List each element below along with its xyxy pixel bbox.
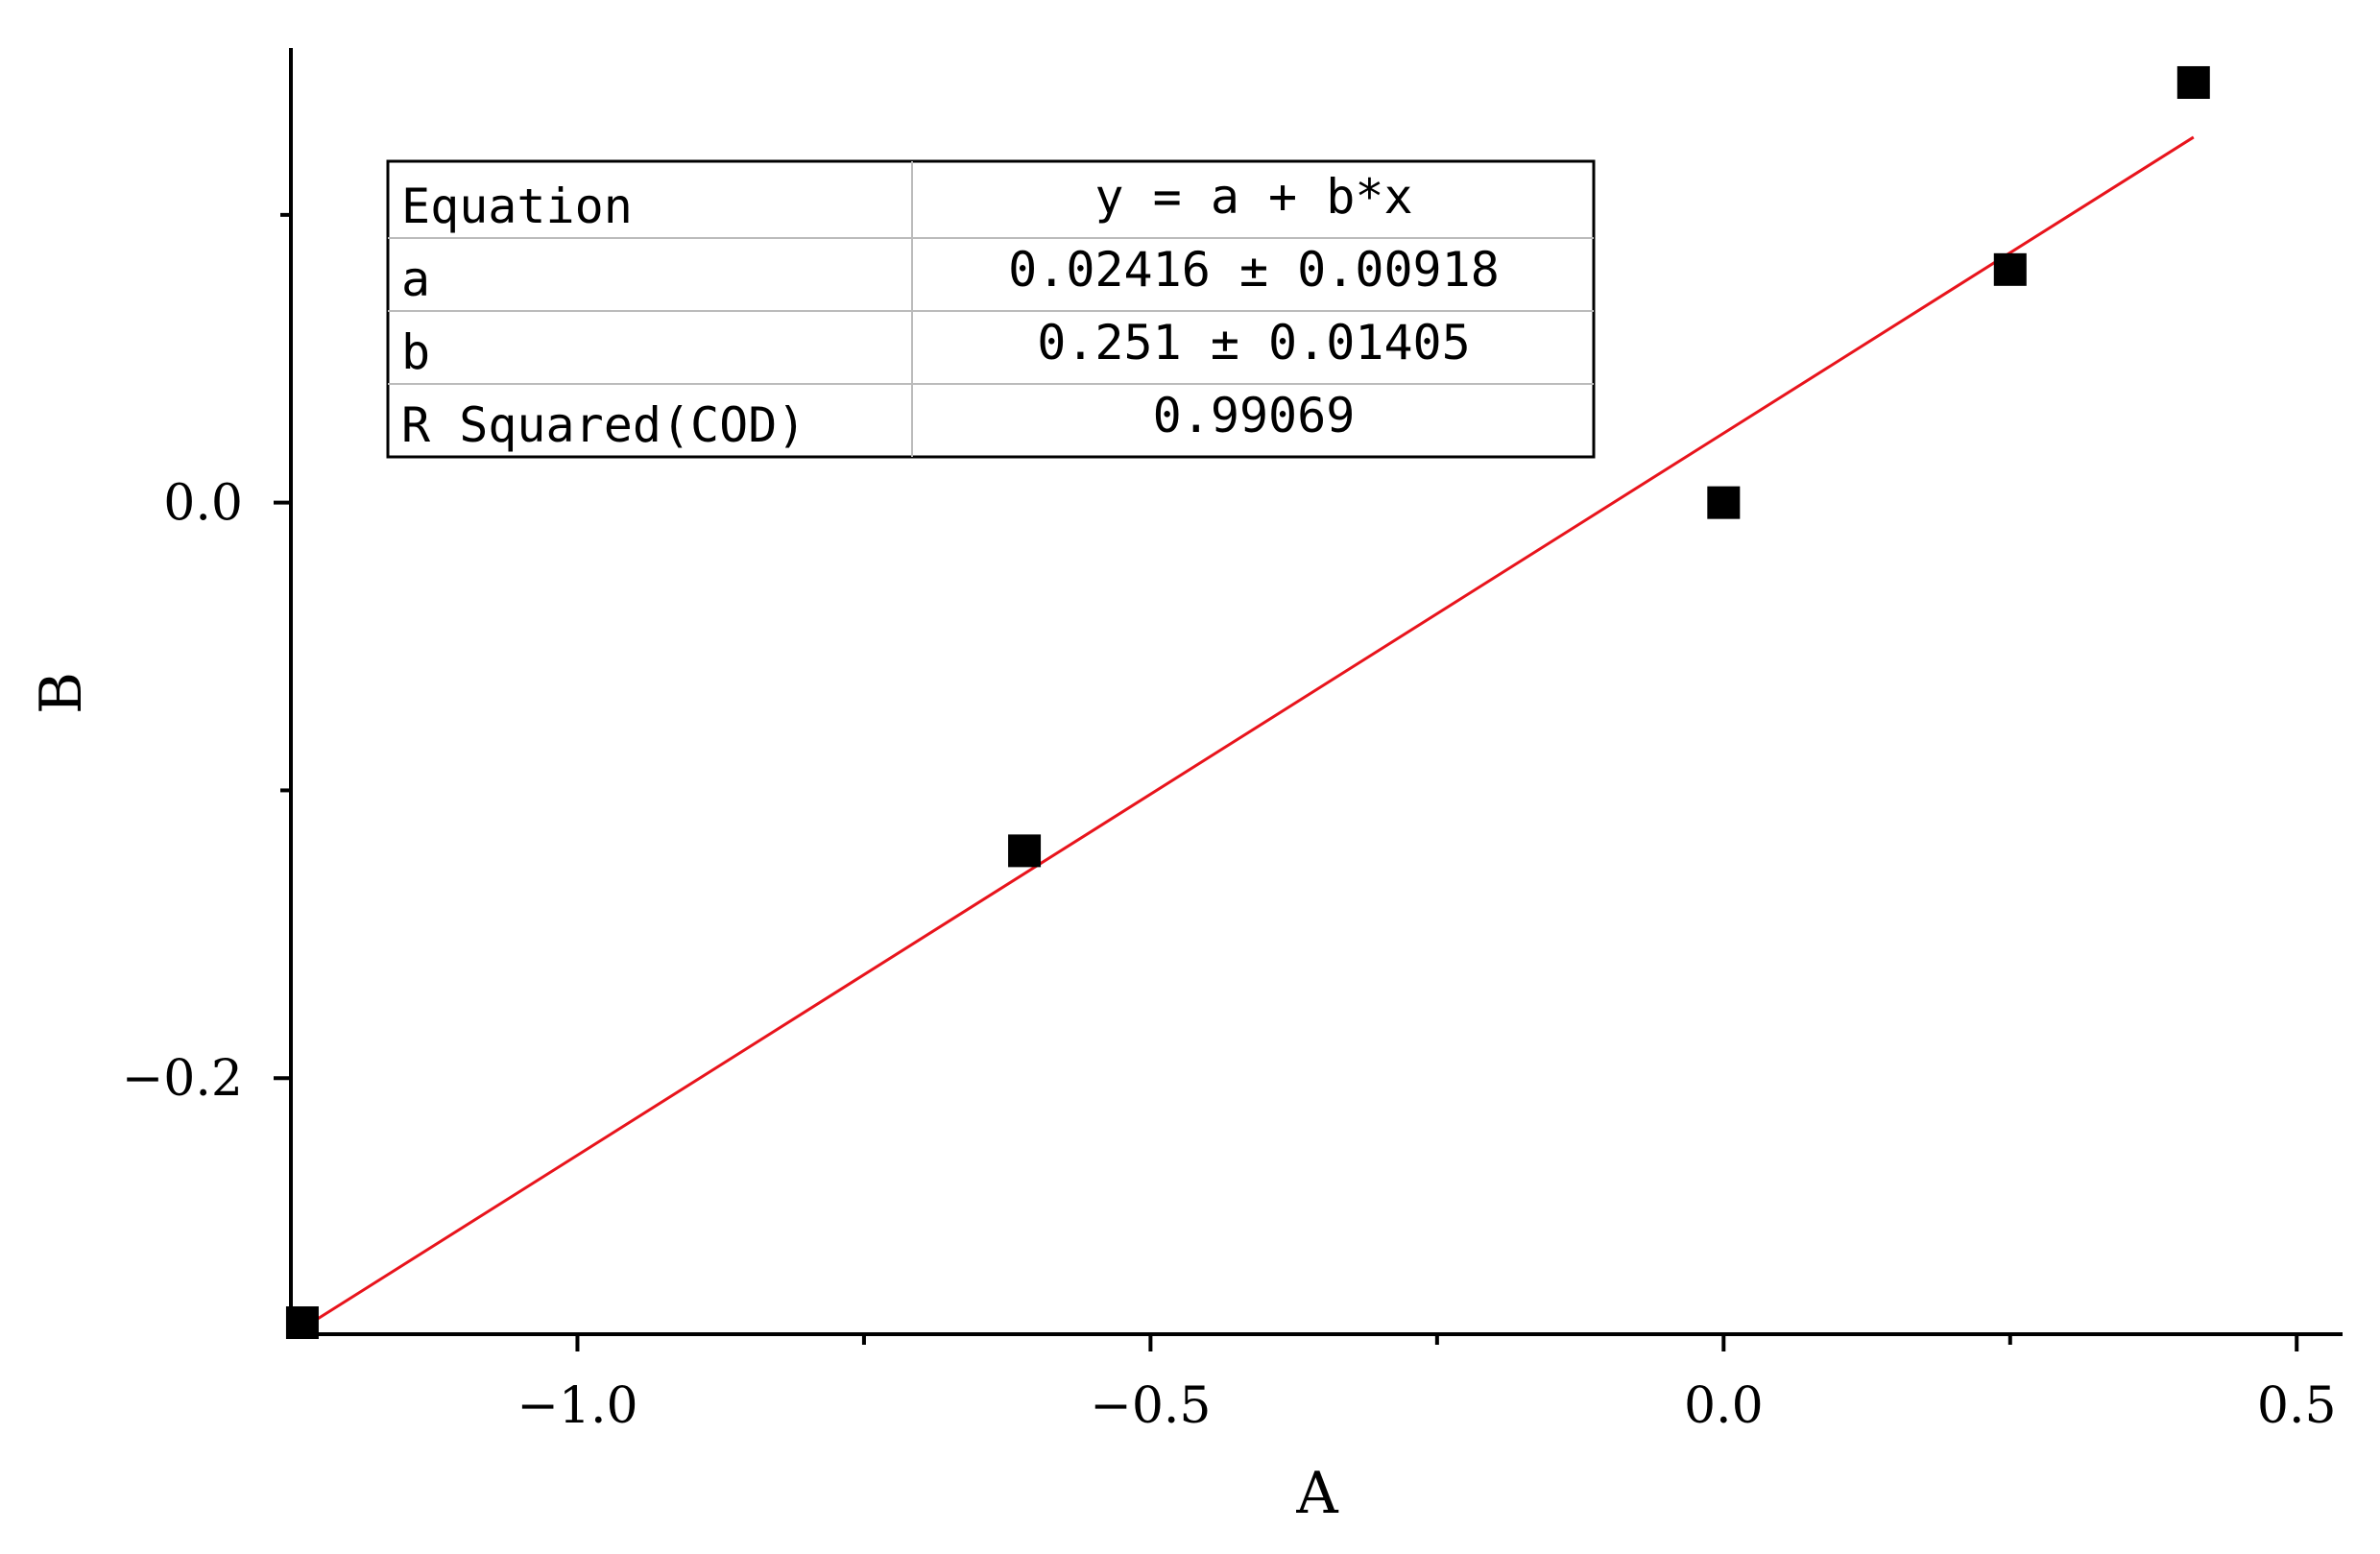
data-point: [1008, 834, 1042, 868]
x-axis-title: A: [1295, 1460, 1338, 1527]
y-axis-title: B: [28, 672, 95, 714]
fit-line-layer: [301, 135, 2195, 1330]
stats-label-b: b: [401, 324, 430, 380]
linear-fit-line: [301, 135, 2195, 1330]
x-tick-label: −0.5: [1090, 1377, 1211, 1435]
stats-value-r-squared: 0.99069: [1153, 388, 1356, 443]
y-tick-label: 0.0: [163, 475, 243, 533]
stats-table-border: [386, 159, 1596, 459]
axes: −1.0 −0.5 0.0 0.5 0.0 −0.2: [122, 48, 2343, 1435]
stats-label-equation: Equation: [401, 179, 633, 234]
y-tick-label: −0.2: [122, 1050, 243, 1108]
data-point: [2176, 65, 2210, 99]
fit-statistics-table: Equation y = a + b*x a 0.02416 ± 0.00918…: [386, 159, 1596, 459]
stats-label-a: a: [401, 251, 430, 307]
data-points: [285, 65, 2210, 1340]
data-point: [1707, 486, 1741, 519]
stats-value-b: 0.251 ± 0.01405: [1037, 315, 1471, 371]
stats-value-a: 0.02416 ± 0.00918: [1008, 242, 1500, 298]
stats-value-equation: y = a + b*x: [1094, 169, 1412, 225]
data-point: [1993, 252, 2027, 286]
x-tick-label: 0.0: [1684, 1377, 1764, 1435]
x-tick-label: 0.5: [2257, 1377, 2337, 1435]
x-tick-label: −1.0: [517, 1377, 637, 1435]
stats-label-r-squared: R Squared(COD): [401, 397, 805, 453]
